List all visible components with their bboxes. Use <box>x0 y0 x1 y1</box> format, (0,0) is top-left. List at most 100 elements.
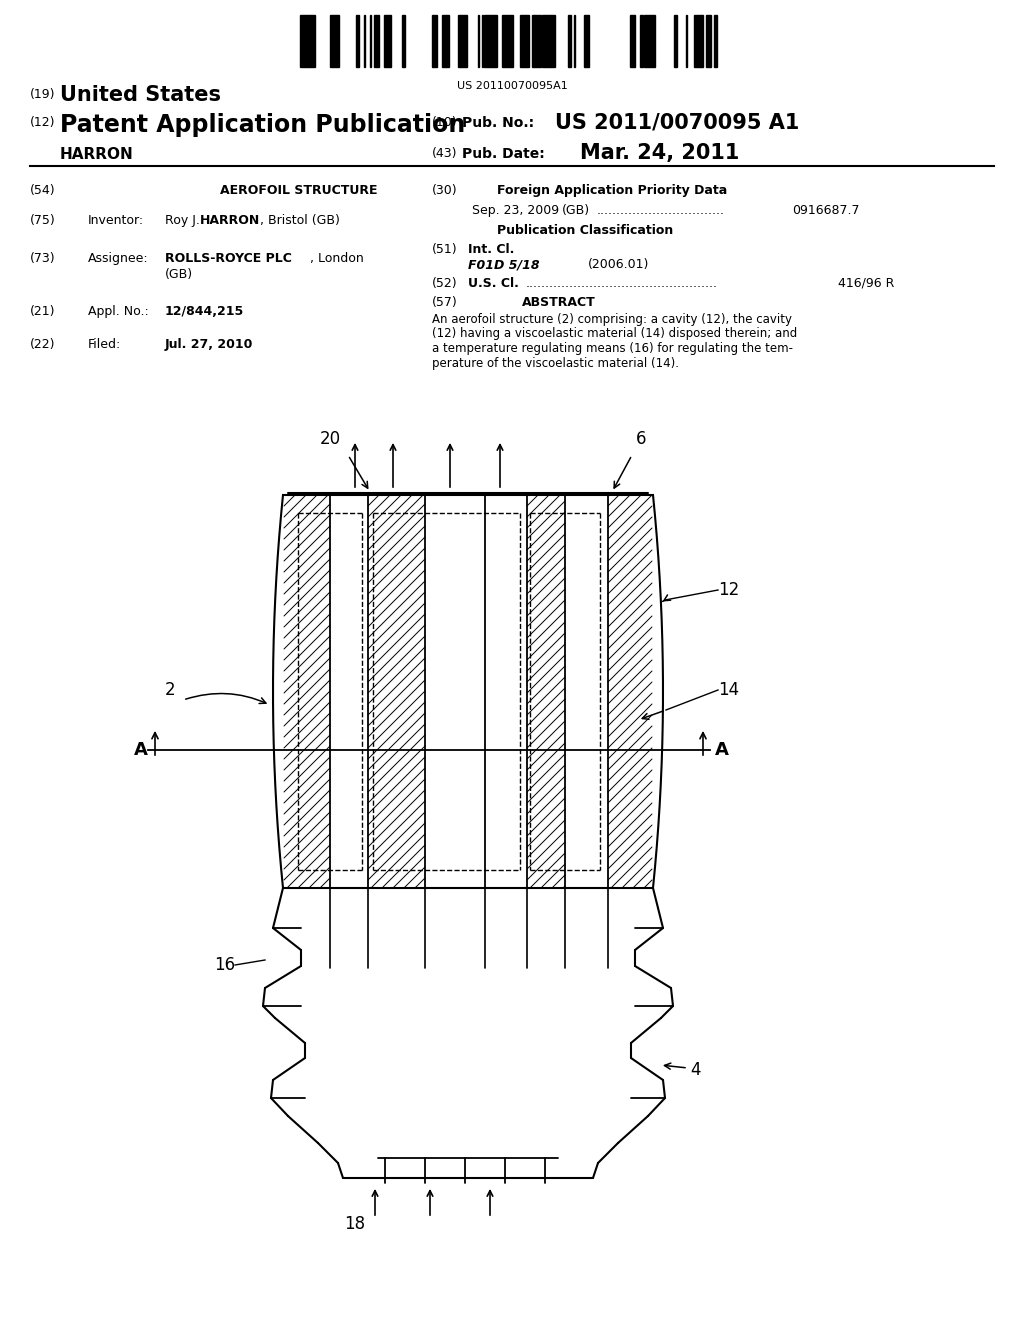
Text: (30): (30) <box>432 183 458 197</box>
Text: (73): (73) <box>30 252 55 265</box>
Text: 0916687.7: 0916687.7 <box>792 205 859 216</box>
Text: (GB): (GB) <box>165 268 194 281</box>
Bar <box>442 15 446 67</box>
Bar <box>544 15 550 67</box>
Text: Int. Cl.: Int. Cl. <box>468 243 514 256</box>
Text: Pub. Date:: Pub. Date: <box>462 147 545 161</box>
Text: 18: 18 <box>344 1214 366 1233</box>
Bar <box>336 15 338 67</box>
Text: AEROFOIL STRUCTURE: AEROFOIL STRUCTURE <box>220 183 378 197</box>
Bar <box>460 15 466 67</box>
Text: Patent Application Publication: Patent Application Publication <box>60 114 465 137</box>
Text: (2006.01): (2006.01) <box>588 257 649 271</box>
Text: U.S. Cl.: U.S. Cl. <box>468 277 519 290</box>
Text: A: A <box>134 741 148 759</box>
Bar <box>306 15 310 67</box>
Text: (21): (21) <box>30 305 55 318</box>
Text: Pub. No.:: Pub. No.: <box>462 116 535 129</box>
Bar <box>432 15 437 67</box>
Bar <box>698 15 700 67</box>
Bar <box>374 15 379 67</box>
Text: Foreign Application Priority Data: Foreign Application Priority Data <box>497 183 727 197</box>
Text: (19): (19) <box>30 88 55 102</box>
Bar <box>330 15 336 67</box>
Text: Sep. 23, 2009: Sep. 23, 2009 <box>472 205 559 216</box>
Text: 14: 14 <box>718 681 739 700</box>
Bar <box>484 15 488 67</box>
Text: 6: 6 <box>636 430 646 447</box>
Text: , London: , London <box>310 252 364 265</box>
Bar <box>526 15 529 67</box>
Bar <box>488 15 494 67</box>
Bar <box>356 15 359 67</box>
Text: Assignee:: Assignee: <box>88 252 148 265</box>
Bar <box>674 15 677 67</box>
Bar <box>550 15 555 67</box>
Bar <box>714 15 717 67</box>
Text: 12: 12 <box>718 581 739 599</box>
Bar <box>650 15 655 67</box>
Bar <box>300 15 306 67</box>
Text: Appl. No.:: Appl. No.: <box>88 305 148 318</box>
Bar <box>640 15 643 67</box>
Text: (43): (43) <box>432 147 458 160</box>
Bar <box>508 15 513 67</box>
Bar <box>310 15 315 67</box>
Text: ROLLS-ROYCE PLC: ROLLS-ROYCE PLC <box>165 252 292 265</box>
Text: (10): (10) <box>432 116 458 129</box>
Text: (12) having a viscoelastic material (14) disposed therein; and: (12) having a viscoelastic material (14)… <box>432 327 798 341</box>
Bar <box>402 15 406 67</box>
Text: 12/844,215: 12/844,215 <box>165 305 245 318</box>
Text: ................................: ................................ <box>597 205 725 216</box>
Bar <box>646 15 650 67</box>
Bar <box>584 15 588 67</box>
Bar <box>494 15 497 67</box>
Text: (12): (12) <box>30 116 55 129</box>
Text: 416/96 R: 416/96 R <box>838 277 894 290</box>
Bar <box>384 15 386 67</box>
Bar <box>700 15 702 67</box>
Bar <box>458 15 460 67</box>
Text: ................................................: ........................................… <box>526 277 718 290</box>
Text: US 20110070095A1: US 20110070095A1 <box>457 81 567 91</box>
Text: (75): (75) <box>30 214 55 227</box>
Text: ABSTRACT: ABSTRACT <box>522 296 596 309</box>
Bar <box>694 15 698 67</box>
Bar <box>534 15 540 67</box>
Bar <box>532 15 534 67</box>
Text: An aerofoil structure (2) comprising: a cavity (12), the cavity: An aerofoil structure (2) comprising: a … <box>432 313 792 326</box>
Text: Jul. 27, 2010: Jul. 27, 2010 <box>165 338 253 351</box>
Text: 2: 2 <box>165 681 175 700</box>
Bar <box>644 15 646 67</box>
Bar <box>386 15 391 67</box>
Text: F01D 5/18: F01D 5/18 <box>468 257 540 271</box>
Text: perature of the viscoelastic material (14).: perature of the viscoelastic material (1… <box>432 356 679 370</box>
Text: Roy J.: Roy J. <box>165 214 204 227</box>
Bar <box>446 15 449 67</box>
Text: (54): (54) <box>30 183 55 197</box>
Text: Mar. 24, 2011: Mar. 24, 2011 <box>580 143 739 162</box>
Bar <box>568 15 571 67</box>
Bar <box>542 15 544 67</box>
Text: HARRON: HARRON <box>200 214 260 227</box>
Text: 20: 20 <box>319 430 341 447</box>
Text: HARRON: HARRON <box>60 147 134 162</box>
Text: , Bristol (GB): , Bristol (GB) <box>260 214 340 227</box>
Text: Inventor:: Inventor: <box>88 214 144 227</box>
Text: A: A <box>715 741 729 759</box>
Text: a temperature regulating means (16) for regulating the tem-: a temperature regulating means (16) for … <box>432 342 793 355</box>
Text: (22): (22) <box>30 338 55 351</box>
Text: (52): (52) <box>432 277 458 290</box>
Text: (51): (51) <box>432 243 458 256</box>
Bar <box>706 15 711 67</box>
Text: 16: 16 <box>214 956 234 974</box>
Text: Publication Classification: Publication Classification <box>497 224 673 238</box>
Text: (57): (57) <box>432 296 458 309</box>
Bar <box>630 15 634 67</box>
Text: United States: United States <box>60 84 221 106</box>
Text: 4: 4 <box>690 1061 700 1078</box>
Bar <box>502 15 508 67</box>
Text: Filed:: Filed: <box>88 338 121 351</box>
Bar <box>524 15 526 67</box>
Bar <box>520 15 524 67</box>
